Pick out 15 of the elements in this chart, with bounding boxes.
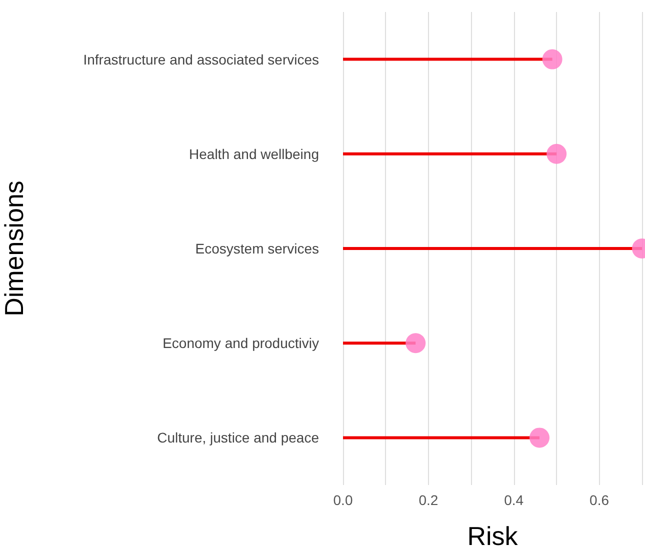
x-tick-label: 0.4 bbox=[504, 492, 524, 508]
point bbox=[406, 333, 426, 354]
y-tick-label: Culture, justice and peace bbox=[157, 430, 320, 446]
y-axis-title: Dimensions bbox=[0, 180, 29, 316]
x-tick-label: 0.6 bbox=[590, 492, 610, 508]
point bbox=[546, 144, 567, 164]
x-tick-label: 0.2 bbox=[418, 492, 438, 508]
x-axis-title: Risk bbox=[467, 521, 519, 551]
y-tick-label: Infrastructure and associated services bbox=[83, 51, 319, 68]
y-tick-label: Health and wellbeing bbox=[189, 146, 319, 162]
y-tick-label: Economy and productiviy bbox=[162, 335, 319, 352]
x-tick-label: 0.0 bbox=[333, 492, 353, 508]
point bbox=[530, 428, 550, 448]
y-tick-label: Ecosystem services bbox=[195, 240, 319, 256]
point bbox=[542, 49, 562, 70]
